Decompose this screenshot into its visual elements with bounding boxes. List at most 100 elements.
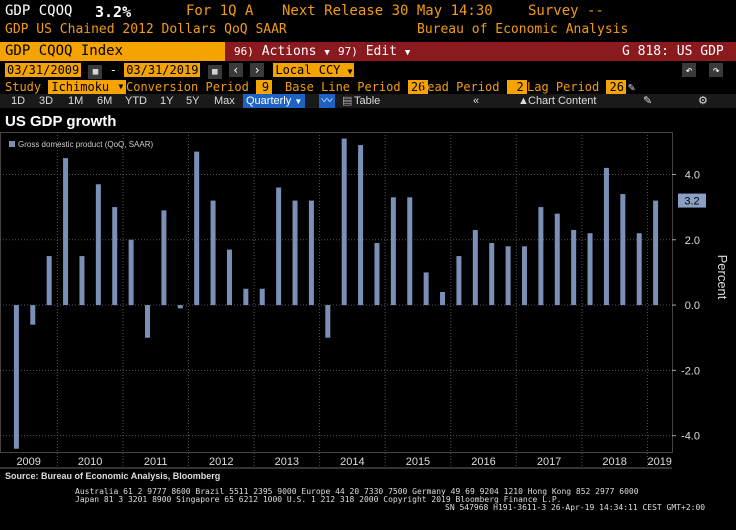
range-1d[interactable]: 1D [11,95,26,107]
header-next-release: Next Release 30 May 14:30 [282,3,493,19]
lead-label: Lead Period [420,80,500,94]
actions-menu[interactable]: 96) Actions ▼ [234,42,330,61]
table-button[interactable]: Table [354,95,381,107]
actions-num: 96) [234,45,254,58]
bar [554,213,560,306]
x-tick-label: 2018 [602,456,626,468]
y-axis-label: Percent [715,255,730,300]
edit-num: 97) [338,45,358,58]
chart-content-button[interactable]: Chart Content [528,95,597,107]
lead-field[interactable]: 2 [506,80,527,94]
bar [210,200,216,306]
bar [620,194,626,306]
edit-caret-icon: ▼ [404,48,411,58]
bar [243,288,249,306]
bar [390,197,396,306]
lag-label: Lag Period [527,80,600,94]
bar [653,200,659,306]
bar [46,256,52,306]
start-calendar-icon[interactable]: ▦ [88,65,103,79]
bar [226,249,232,306]
baseline-field[interactable]: 26 [407,80,428,94]
edit-chart-icon[interactable]: ✎ [643,95,653,107]
bar [259,288,265,306]
footer-contacts-1: Australia 61 2 9777 8600 Brazil 5511 239… [75,487,639,496]
lag-field[interactable]: 26 [606,80,627,94]
end-calendar-icon[interactable]: ▦ [207,65,222,79]
conversion-label: Conversion Period [126,80,249,94]
range-ytd[interactable]: YTD [125,95,147,107]
bar [636,233,642,306]
y-tick-label: -2.0 [681,365,700,377]
line-chart-icon[interactable]: 〰 [319,94,335,108]
range-3d[interactable]: 3D [39,95,54,107]
bar [292,200,298,306]
range-5y[interactable]: 5Y [186,95,200,107]
last-value-label: 3.2 [684,196,699,208]
security-field[interactable]: GDP CQOQ Index [0,42,225,61]
header-period: For 1Q A [186,3,254,19]
legend-label: Gross domestic product (QoQ, SAAR) [18,140,153,149]
legend-swatch [9,141,15,147]
start-date-field[interactable]: 03/31/2009 [5,63,82,77]
x-tick-label: 2010 [78,456,102,468]
bar [128,239,134,306]
bar [79,256,85,306]
study-caret-icon: ▼ [118,82,124,91]
x-tick-label: 2011 [144,456,168,468]
next-arrow-icon[interactable]: › [250,63,265,77]
range-toolbar: 1D 3D 1M 6M YTD 1Y 5Y Max Quarterly ▼ 〰 … [0,94,736,108]
prev-arrow-icon[interactable]: ‹ [228,63,243,77]
bar [571,229,577,306]
table-icon[interactable]: ▤ [342,95,353,107]
conversion-field[interactable]: 9 [256,80,273,94]
header-survey: Survey -- [528,3,604,19]
bar [112,207,118,306]
last-value-tag [678,193,706,208]
x-tick-label: 2016 [471,456,495,468]
bar [456,256,462,306]
bar [95,184,101,306]
range-max[interactable]: Max [214,95,235,107]
range-6m[interactable]: 6M [97,95,113,107]
bar [194,151,200,306]
plot-area [0,132,673,453]
undo-icon[interactable]: ↶ [682,63,696,77]
y-tick-label: -4.0 [681,431,700,443]
end-date-field[interactable]: 03/31/2019 [124,63,201,77]
currency-label: Local CCY [275,63,341,77]
currency-select[interactable]: Local CCY ▼ [273,63,355,77]
collapse-left-icon[interactable]: « [473,95,480,107]
footer-contacts-2: Japan 81 3 3201 8900 Singapore 65 6212 1… [75,495,562,504]
edit-menu[interactable]: 97) Edit ▼ [338,42,410,61]
bar [308,200,314,306]
bar [538,207,544,306]
bar [489,243,495,306]
settings-gear-icon[interactable]: ⚙ [698,95,708,107]
redo-icon[interactable]: ↷ [709,63,724,77]
chart-content-icon: ▲ [518,95,529,107]
bar [325,305,331,338]
frequency-label: Quarterly [246,95,292,107]
range-1y[interactable]: 1Y [160,95,174,107]
x-tick-label: 2014 [340,456,364,468]
bar [177,305,183,309]
frequency-select[interactable]: Quarterly ▼ [243,94,306,108]
y-tick-label: 2.0 [685,235,700,247]
x-tick-label: 2015 [406,456,430,468]
chart-source: Source: Bureau of Economic Analysis, Blo… [5,471,221,481]
bar [603,167,609,306]
bar [440,292,446,306]
y-tick-label: 4.0 [685,169,700,181]
footer-session: SN 547968 H191-3611-3 26-Apr-19 14:34:11… [445,503,706,512]
bar [472,229,478,306]
bar [587,233,593,306]
range-1m[interactable]: 1M [68,95,84,107]
bar [161,210,167,306]
pencil-icon[interactable]: ✎ [628,80,636,94]
bar [145,305,151,338]
header-description: GDP US Chained 2012 Dollars QoQ SAAR [5,22,287,37]
bar [521,246,527,306]
study-select[interactable]: Ichimoku ▼ [48,80,127,94]
frequency-caret-icon: ▼ [294,97,303,106]
